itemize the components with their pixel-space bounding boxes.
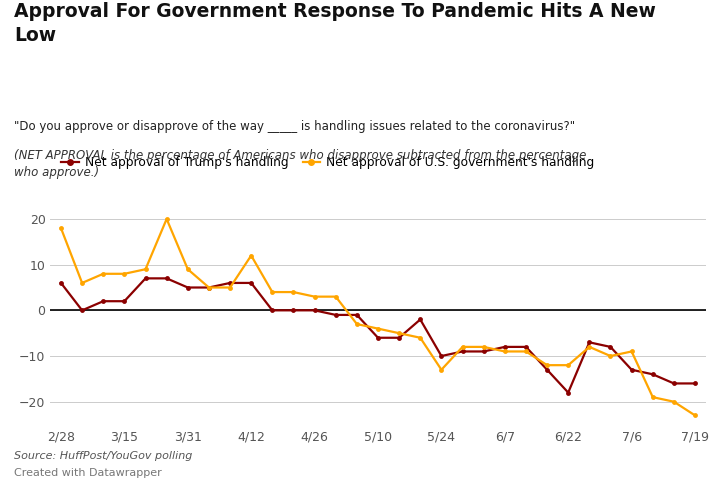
Legend: Net approval of Trump's handling, Net approval of U.S. government's handling: Net approval of Trump's handling, Net ap… xyxy=(56,152,599,174)
Text: Approval For Government Response To Pandemic Hits A New
Low: Approval For Government Response To Pand… xyxy=(14,2,656,45)
Text: (NET APPROVAL is the percentage of Americans who disapprove subtracted from the : (NET APPROVAL is the percentage of Ameri… xyxy=(14,149,587,179)
Text: Source: HuffPost/YouGov polling: Source: HuffPost/YouGov polling xyxy=(14,451,193,461)
Text: Created with Datawrapper: Created with Datawrapper xyxy=(14,468,162,478)
Text: "Do you approve or disapprove of the way _____ is handling issues related to the: "Do you approve or disapprove of the way… xyxy=(14,120,575,133)
